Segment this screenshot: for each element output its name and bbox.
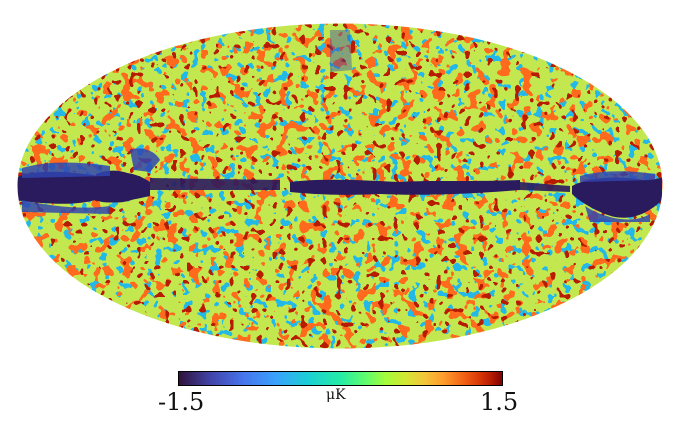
- sky-map: [16, 22, 664, 350]
- sky-map-fill: [17, 23, 663, 349]
- colorbar-max-label: 1.5: [480, 388, 519, 416]
- colorbar-min-label: -1.5: [158, 388, 205, 416]
- colorbar-unit-label: μK: [326, 387, 346, 403]
- colorbar-gradient: [178, 371, 503, 386]
- colorbar: [178, 371, 503, 386]
- galactic-plane-band: [17, 170, 662, 218]
